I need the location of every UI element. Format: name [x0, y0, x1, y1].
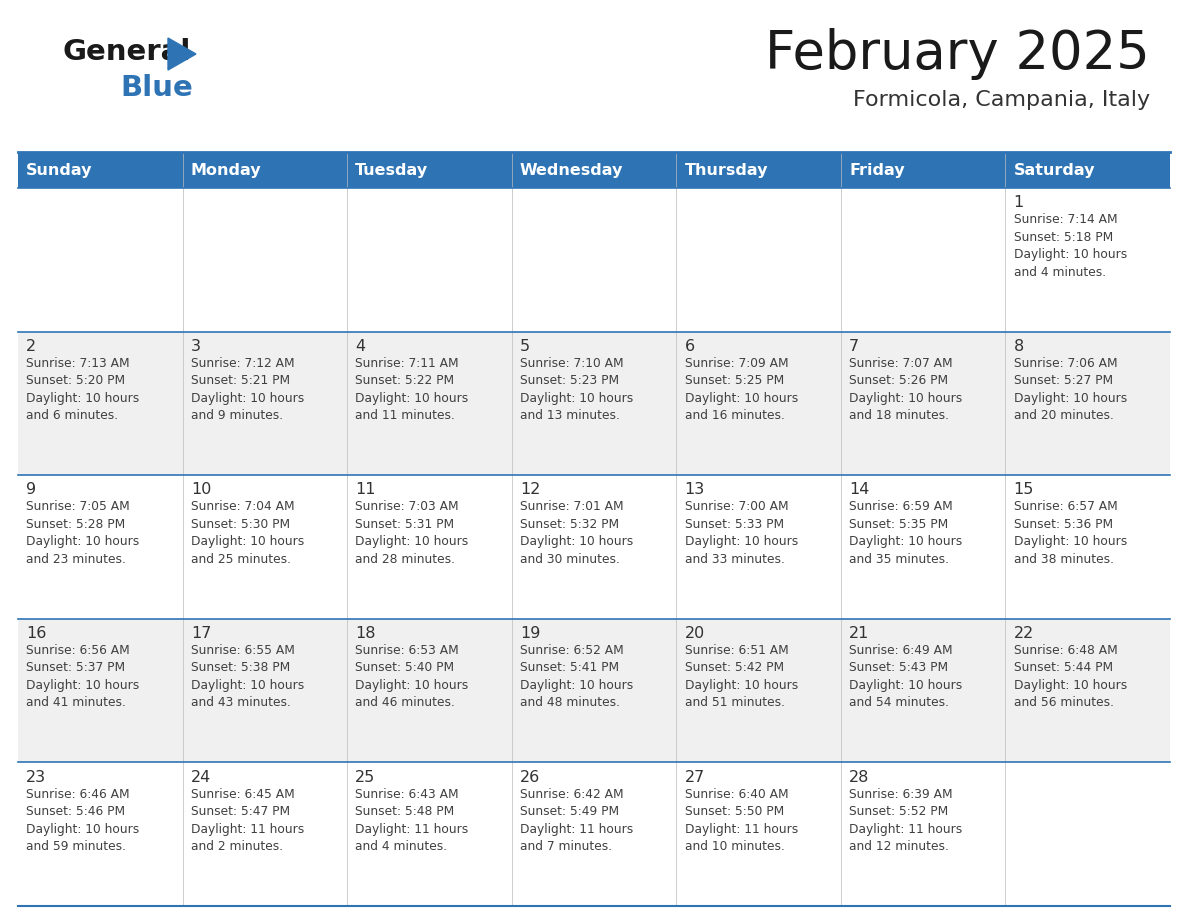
Text: Thursday: Thursday [684, 162, 767, 177]
Text: 18: 18 [355, 626, 375, 641]
Text: 24: 24 [191, 769, 211, 785]
Text: Sunrise: 6:42 AM
Sunset: 5:49 PM
Daylight: 11 hours
and 7 minutes.: Sunrise: 6:42 AM Sunset: 5:49 PM Dayligh… [520, 788, 633, 853]
Bar [183, 152, 347, 188]
Text: Sunrise: 6:51 AM
Sunset: 5:42 PM
Daylight: 10 hours
and 51 minutes.: Sunrise: 6:51 AM Sunset: 5:42 PM Dayligh… [684, 644, 798, 710]
Text: Sunrise: 7:06 AM
Sunset: 5:27 PM
Daylight: 10 hours
and 20 minutes.: Sunrise: 7:06 AM Sunset: 5:27 PM Dayligh… [1013, 357, 1127, 422]
Text: 21: 21 [849, 626, 870, 641]
Text: 16: 16 [26, 626, 46, 641]
Text: 22: 22 [1013, 626, 1034, 641]
Text: Wednesday: Wednesday [520, 162, 624, 177]
Text: 9: 9 [26, 482, 37, 498]
Text: Sunrise: 7:05 AM
Sunset: 5:28 PM
Daylight: 10 hours
and 23 minutes.: Sunrise: 7:05 AM Sunset: 5:28 PM Dayligh… [26, 500, 139, 565]
Text: 11: 11 [355, 482, 375, 498]
Text: Friday: Friday [849, 162, 905, 177]
Text: Sunrise: 7:03 AM
Sunset: 5:31 PM
Daylight: 10 hours
and 28 minutes.: Sunrise: 7:03 AM Sunset: 5:31 PM Dayligh… [355, 500, 468, 565]
Text: Sunrise: 6:45 AM
Sunset: 5:47 PM
Daylight: 11 hours
and 2 minutes.: Sunrise: 6:45 AM Sunset: 5:47 PM Dayligh… [191, 788, 304, 853]
Text: Sunrise: 7:04 AM
Sunset: 5:30 PM
Daylight: 10 hours
and 25 minutes.: Sunrise: 7:04 AM Sunset: 5:30 PM Dayligh… [191, 500, 304, 565]
Text: 17: 17 [191, 626, 211, 641]
Text: Sunrise: 7:14 AM
Sunset: 5:18 PM
Daylight: 10 hours
and 4 minutes.: Sunrise: 7:14 AM Sunset: 5:18 PM Dayligh… [1013, 213, 1127, 279]
Bar [18, 763, 1170, 906]
Text: Sunrise: 6:49 AM
Sunset: 5:43 PM
Daylight: 10 hours
and 54 minutes.: Sunrise: 6:49 AM Sunset: 5:43 PM Dayligh… [849, 644, 962, 710]
Text: Sunrise: 6:46 AM
Sunset: 5:46 PM
Daylight: 10 hours
and 59 minutes.: Sunrise: 6:46 AM Sunset: 5:46 PM Dayligh… [26, 788, 139, 853]
Text: Blue: Blue [120, 74, 192, 102]
Text: Sunrise: 7:00 AM
Sunset: 5:33 PM
Daylight: 10 hours
and 33 minutes.: Sunrise: 7:00 AM Sunset: 5:33 PM Dayligh… [684, 500, 798, 565]
Text: 13: 13 [684, 482, 704, 498]
Bar [18, 619, 1170, 763]
Text: 6: 6 [684, 339, 695, 353]
Text: Sunrise: 7:12 AM
Sunset: 5:21 PM
Daylight: 10 hours
and 9 minutes.: Sunrise: 7:12 AM Sunset: 5:21 PM Dayligh… [191, 357, 304, 422]
Text: 4: 4 [355, 339, 366, 353]
Text: Sunrise: 7:01 AM
Sunset: 5:32 PM
Daylight: 10 hours
and 30 minutes.: Sunrise: 7:01 AM Sunset: 5:32 PM Dayligh… [520, 500, 633, 565]
Text: 20: 20 [684, 626, 704, 641]
Text: 7: 7 [849, 339, 859, 353]
Text: 19: 19 [520, 626, 541, 641]
Text: 10: 10 [191, 482, 211, 498]
Text: 14: 14 [849, 482, 870, 498]
Text: February 2025: February 2025 [765, 28, 1150, 80]
Text: Sunrise: 6:56 AM
Sunset: 5:37 PM
Daylight: 10 hours
and 41 minutes.: Sunrise: 6:56 AM Sunset: 5:37 PM Dayligh… [26, 644, 139, 710]
Text: Tuesday: Tuesday [355, 162, 429, 177]
Text: 5: 5 [520, 339, 530, 353]
Text: 28: 28 [849, 769, 870, 785]
Text: 1: 1 [1013, 196, 1024, 210]
Text: Sunrise: 7:13 AM
Sunset: 5:20 PM
Daylight: 10 hours
and 6 minutes.: Sunrise: 7:13 AM Sunset: 5:20 PM Dayligh… [26, 357, 139, 422]
Bar [18, 331, 1170, 476]
Text: Sunrise: 7:07 AM
Sunset: 5:26 PM
Daylight: 10 hours
and 18 minutes.: Sunrise: 7:07 AM Sunset: 5:26 PM Dayligh… [849, 357, 962, 422]
Text: 12: 12 [520, 482, 541, 498]
Text: 2: 2 [26, 339, 37, 353]
Bar [1005, 152, 1170, 188]
Text: Monday: Monday [191, 162, 261, 177]
Text: Formicola, Campania, Italy: Formicola, Campania, Italy [853, 90, 1150, 110]
Text: 26: 26 [520, 769, 541, 785]
Bar [512, 152, 676, 188]
Text: Sunrise: 6:55 AM
Sunset: 5:38 PM
Daylight: 10 hours
and 43 minutes.: Sunrise: 6:55 AM Sunset: 5:38 PM Dayligh… [191, 644, 304, 710]
Text: 23: 23 [26, 769, 46, 785]
Text: Sunrise: 6:57 AM
Sunset: 5:36 PM
Daylight: 10 hours
and 38 minutes.: Sunrise: 6:57 AM Sunset: 5:36 PM Dayligh… [1013, 500, 1127, 565]
Bar [347, 152, 512, 188]
Text: Sunrise: 6:40 AM
Sunset: 5:50 PM
Daylight: 11 hours
and 10 minutes.: Sunrise: 6:40 AM Sunset: 5:50 PM Dayligh… [684, 788, 798, 853]
Text: Sunrise: 6:52 AM
Sunset: 5:41 PM
Daylight: 10 hours
and 48 minutes.: Sunrise: 6:52 AM Sunset: 5:41 PM Dayligh… [520, 644, 633, 710]
Bar [676, 152, 841, 188]
Text: 27: 27 [684, 769, 704, 785]
Text: Sunrise: 7:09 AM
Sunset: 5:25 PM
Daylight: 10 hours
and 16 minutes.: Sunrise: 7:09 AM Sunset: 5:25 PM Dayligh… [684, 357, 798, 422]
Polygon shape [168, 38, 196, 70]
Bar [18, 152, 183, 188]
Text: Sunrise: 6:59 AM
Sunset: 5:35 PM
Daylight: 10 hours
and 35 minutes.: Sunrise: 6:59 AM Sunset: 5:35 PM Dayligh… [849, 500, 962, 565]
Text: Sunrise: 7:10 AM
Sunset: 5:23 PM
Daylight: 10 hours
and 13 minutes.: Sunrise: 7:10 AM Sunset: 5:23 PM Dayligh… [520, 357, 633, 422]
Text: Sunrise: 6:39 AM
Sunset: 5:52 PM
Daylight: 11 hours
and 12 minutes.: Sunrise: 6:39 AM Sunset: 5:52 PM Dayligh… [849, 788, 962, 853]
Text: 15: 15 [1013, 482, 1034, 498]
Text: Saturday: Saturday [1013, 162, 1095, 177]
Text: Sunrise: 6:53 AM
Sunset: 5:40 PM
Daylight: 10 hours
and 46 minutes.: Sunrise: 6:53 AM Sunset: 5:40 PM Dayligh… [355, 644, 468, 710]
Text: 3: 3 [191, 339, 201, 353]
Text: Sunrise: 7:11 AM
Sunset: 5:22 PM
Daylight: 10 hours
and 11 minutes.: Sunrise: 7:11 AM Sunset: 5:22 PM Dayligh… [355, 357, 468, 422]
Text: 8: 8 [1013, 339, 1024, 353]
Text: 25: 25 [355, 769, 375, 785]
Bar [18, 188, 1170, 331]
Bar [18, 476, 1170, 619]
Text: Sunday: Sunday [26, 162, 93, 177]
Text: Sunrise: 6:43 AM
Sunset: 5:48 PM
Daylight: 11 hours
and 4 minutes.: Sunrise: 6:43 AM Sunset: 5:48 PM Dayligh… [355, 788, 468, 853]
Text: Sunrise: 6:48 AM
Sunset: 5:44 PM
Daylight: 10 hours
and 56 minutes.: Sunrise: 6:48 AM Sunset: 5:44 PM Dayligh… [1013, 644, 1127, 710]
Text: General: General [62, 38, 190, 66]
Bar [841, 152, 1005, 188]
